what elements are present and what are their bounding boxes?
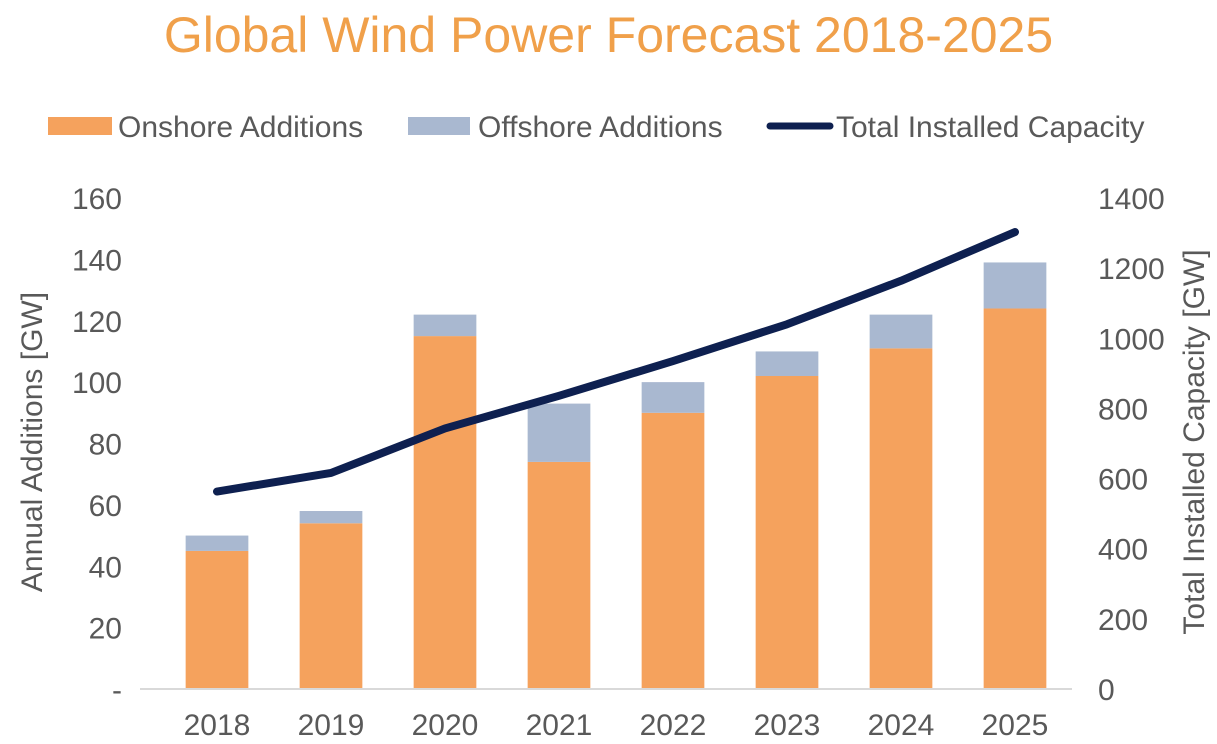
y-axis-left: - 20 40 60 80 100 120 140 160 [72, 183, 122, 707]
total-capacity-point [672, 360, 674, 363]
y-tick-label-left: 160 [72, 183, 122, 216]
total-capacity-point [330, 471, 332, 474]
y-tick-label-left: 20 [89, 613, 122, 646]
onshore-bar [869, 348, 933, 689]
onshore-bar [299, 523, 363, 689]
y-tick-label-left: - [112, 674, 122, 707]
y-tick-label-left: 140 [72, 244, 122, 277]
y-tick-label-right: 1400 [1098, 183, 1165, 216]
y-tick-label-left: 80 [89, 429, 122, 462]
y-tick-label-right: 400 [1098, 534, 1148, 567]
onshore-bar [185, 550, 249, 689]
offshore-bar [185, 535, 249, 551]
y-axis-title-left: Annual Additions [GW] [16, 292, 49, 592]
offshore-bar [983, 262, 1047, 309]
offshore-bar [641, 382, 705, 413]
x-tick-label: 2020 [412, 709, 479, 742]
x-tick-label: 2024 [868, 709, 935, 742]
y-tick-label-left: 40 [89, 551, 122, 584]
onshore-bar [527, 461, 591, 689]
onshore-bar [413, 336, 477, 689]
total-capacity-point [900, 279, 902, 282]
x-tick-label: 2022 [640, 709, 707, 742]
total-capacity-line-layer [213, 228, 1019, 496]
total-capacity-point [444, 427, 446, 430]
legend-label-offshore: Offshore Additions [478, 111, 723, 144]
legend-label-onshore: Onshore Additions [118, 111, 363, 144]
offshore-bar [755, 351, 819, 376]
y-tick-label-right: 200 [1098, 604, 1148, 637]
legend-label-total: Total Installed Capacity [836, 111, 1145, 144]
y-tick-label-left: 100 [72, 367, 122, 400]
x-tick-label: 2023 [754, 709, 821, 742]
chart-title: Global Wind Power Forecast 2018-2025 [163, 7, 1054, 63]
x-tick-label: 2018 [184, 709, 251, 742]
legend: Onshore Additions Offshore Additions Tot… [48, 111, 1145, 144]
offshore-bar [869, 314, 933, 349]
total-capacity-point [786, 323, 788, 326]
x-tick-label: 2019 [298, 709, 365, 742]
onshore-bar [641, 412, 705, 689]
offshore-bar [527, 403, 591, 462]
total-capacity-point [1014, 231, 1016, 234]
total-capacity-point [558, 394, 560, 397]
y-tick-label-right: 1000 [1098, 323, 1165, 356]
legend-swatch-onshore [48, 117, 112, 135]
total-capacity-line [213, 228, 1019, 496]
y-axis-right: 0 200 400 600 800 1000 1200 1400 [1098, 183, 1165, 707]
y-tick-label-left: 120 [72, 306, 122, 339]
x-tick-label: 2021 [526, 709, 593, 742]
offshore-bar [299, 511, 363, 524]
x-axis: 2018 2019 2020 2021 2022 2023 2024 2025 [184, 709, 1049, 742]
y-tick-label-right: 1200 [1098, 253, 1165, 286]
legend-swatch-offshore [408, 117, 470, 135]
offshore-bar [413, 314, 477, 337]
y-tick-label-right: 0 [1098, 674, 1115, 707]
total-capacity-point [216, 490, 218, 493]
x-tick-label: 2025 [982, 709, 1049, 742]
y-axis-title-right: Total Installed Capacity [GW] [1178, 249, 1211, 634]
y-tick-label-left: 60 [89, 490, 122, 523]
y-tick-label-right: 600 [1098, 464, 1148, 497]
onshore-bar [755, 375, 819, 689]
y-tick-label-right: 800 [1098, 393, 1148, 426]
bars [185, 262, 1047, 689]
onshore-bar [983, 308, 1047, 689]
